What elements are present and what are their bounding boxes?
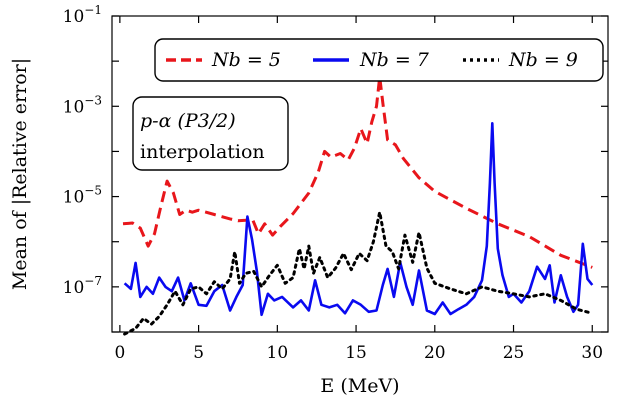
plot-frame: [111, 15, 609, 333]
annotation-line-1: p-α (P3/2): [140, 110, 236, 132]
x-tick-label: 0: [114, 343, 125, 363]
y-tick-label: 10−5: [63, 184, 102, 208]
y-axis-label: Mean of |Relative error|: [9, 58, 31, 290]
legend-label-nb7: Nb = 7: [359, 49, 430, 71]
x-tick-label: 5: [193, 343, 204, 363]
series-layer: [122, 75, 594, 336]
x-tick-label: 25: [503, 343, 525, 363]
legend-label-nb9: Nb = 9: [508, 49, 578, 71]
ticks-layer: 0 5 10 15 20 25 30 10−7 10−5 10−3 10−1: [63, 3, 608, 363]
legend: Nb = 5 Nb = 7 Nb = 9: [154, 38, 604, 82]
series-line-1: [122, 75, 593, 269]
annotation-box: p-α (P3/2) interpolation: [132, 96, 289, 171]
series-line-2: [123, 122, 594, 317]
y-tick-label: 10−7: [63, 274, 102, 298]
x-tick-label: 30: [581, 343, 603, 363]
x-tick-label: 15: [345, 343, 367, 363]
x-tick-label: 20: [424, 343, 446, 363]
y-tick-label: 10−3: [63, 93, 102, 117]
annotation-line-2: interpolation: [140, 141, 265, 163]
legend-box: [154, 38, 604, 82]
x-tick-label: 10: [267, 343, 289, 363]
series-line-3: [123, 210, 594, 336]
x-axis-label: E (MeV): [320, 375, 399, 397]
legend-label-nb5: Nb = 5: [211, 49, 281, 71]
y-tick-label: 10−1: [63, 3, 102, 27]
